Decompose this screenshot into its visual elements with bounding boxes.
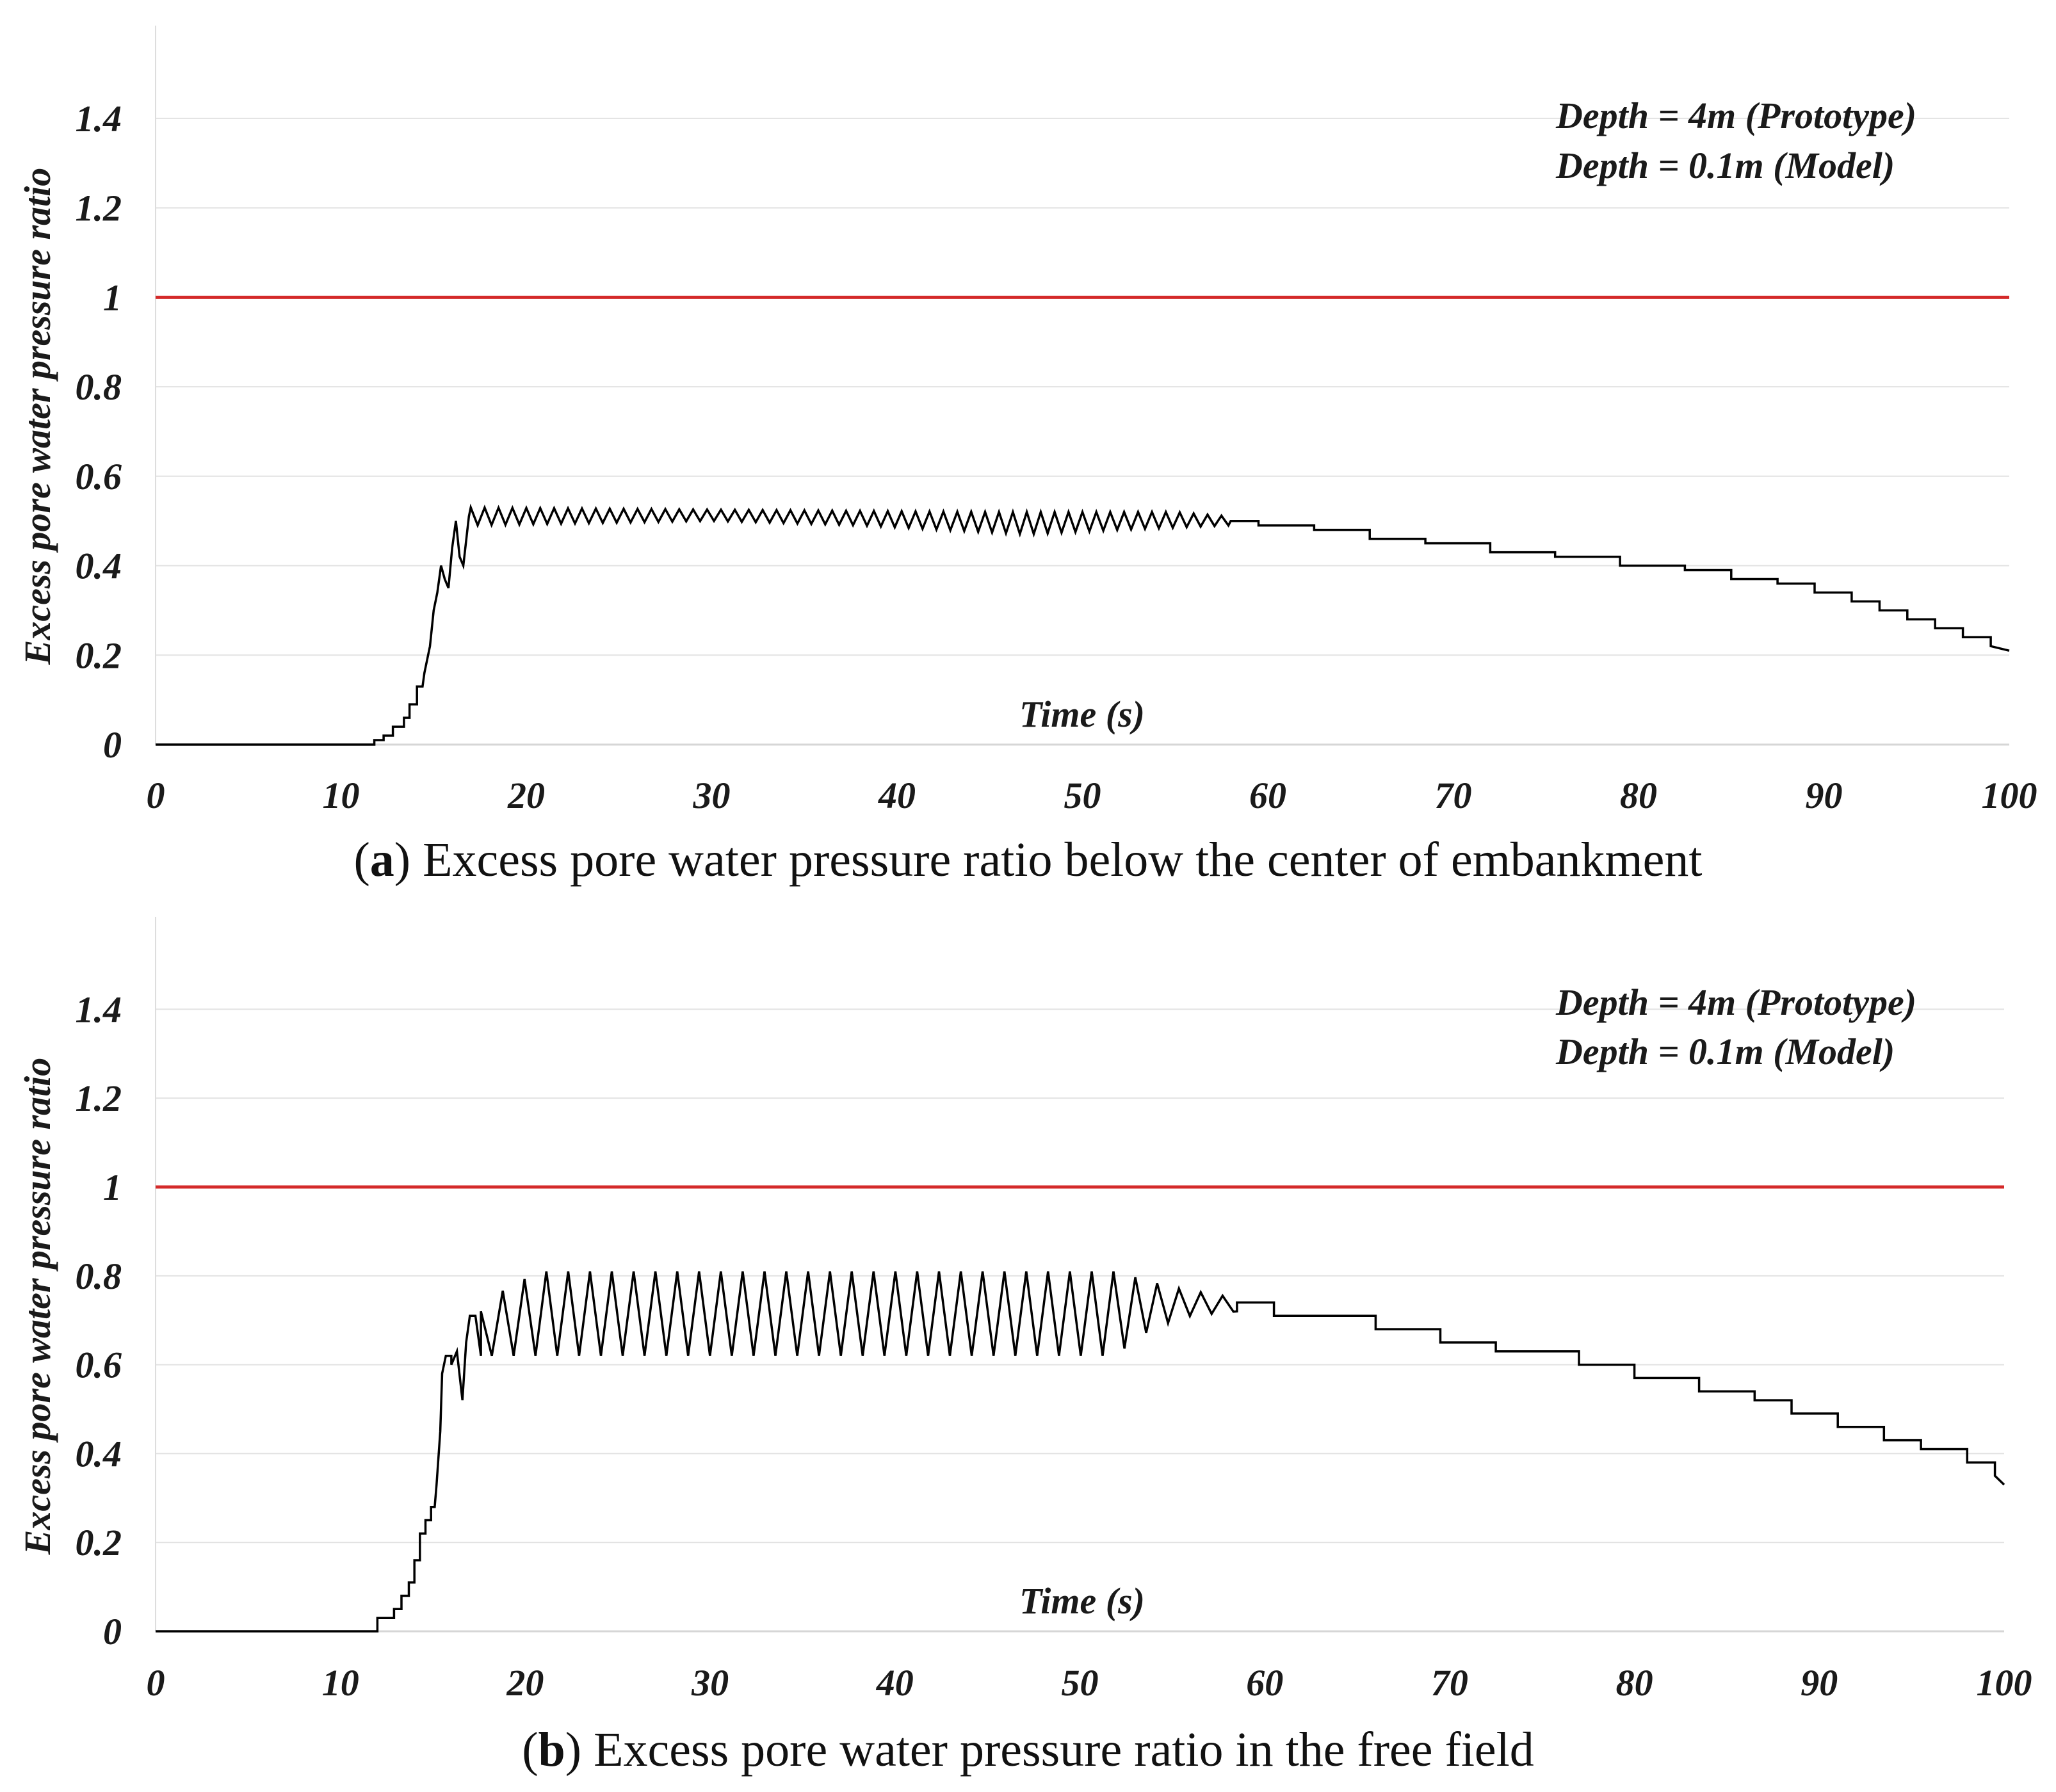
x-tick-label: 50: [1064, 775, 1101, 816]
caption-b-text: ) Excess pore water pressure ratio in th…: [565, 1723, 1534, 1777]
x-tick-label: 60: [1249, 775, 1286, 816]
x-tick-label: 80: [1620, 775, 1657, 816]
y-axis-title: Excess pore water pressure ratio: [17, 168, 58, 666]
chart-b-svg: 0 0.2 0.4 0.6 0.8 1 1.2 1.4 0 10 20 30 40 50 60 70 80 90 1…: [17, 917, 2032, 1704]
y-tick-label: 1.4: [76, 98, 122, 140]
x-tick-label: 20: [506, 1662, 544, 1704]
depth-annotation: Depth = 4m (Prototype): [1555, 95, 1916, 136]
x-tick-label: 100: [1982, 775, 2037, 816]
y-tick-label: 0.8: [76, 1255, 122, 1297]
depth-annotation: Depth = 0.1m (Model): [1555, 1031, 1895, 1072]
y-tick-label: 1.2: [76, 1078, 122, 1119]
x-tick-label: 30: [693, 775, 731, 816]
caption-a-text: ) Excess pore water pressure ratio below…: [394, 833, 1703, 887]
data-series-line: [156, 1271, 2005, 1633]
y-tick-label: 1: [103, 277, 122, 318]
x-tick-label: 0: [147, 1662, 165, 1704]
caption-a: (a) Excess pore water pressure ratio bel…: [353, 833, 1703, 887]
y-tick-label: 0.2: [76, 634, 122, 676]
x-tick-label: 0: [147, 775, 165, 816]
depth-annotation: Depth = 0.1m (Model): [1555, 145, 1895, 186]
y-tick-label: 0.2: [76, 1522, 122, 1563]
x-axis-title: Time (s): [1019, 1580, 1145, 1622]
x-tick-label: 90: [1801, 1662, 1838, 1704]
y-tick-label: 1.4: [76, 989, 122, 1030]
x-tick-label: 50: [1062, 1662, 1099, 1704]
chart-panel-a: 0 0.2 0.4 0.6 0.8 1 1.2 1.4 0 10 20 30 40 50 60 70 80 90 1…: [17, 26, 2037, 887]
y-tick-label: 0: [103, 724, 122, 766]
x-tick-label: 10: [323, 775, 360, 816]
chart-panel-b: 0 0.2 0.4 0.6 0.8 1 1.2 1.4 0 10 20 30 40 50 60 70 80 90 1…: [0, 896, 2056, 1792]
x-tick-label: 80: [1616, 1662, 1653, 1704]
y-tick-label: 0.4: [76, 1433, 122, 1474]
y-tick-label: 0.8: [76, 366, 122, 408]
x-tick-label: 30: [691, 1662, 729, 1704]
x-tick-label: 60: [1246, 1662, 1283, 1704]
y-tick-label: 0.4: [76, 545, 122, 587]
caption-b: (b) Excess pore water pressure ratio in …: [522, 1723, 1534, 1777]
y-tick-label: 0.6: [76, 456, 122, 497]
y-tick-label: 0.6: [76, 1344, 122, 1386]
x-tick-label: 70: [1435, 775, 1472, 816]
x-tick-label: 90: [1806, 775, 1843, 816]
caption-a-letter: a: [369, 833, 394, 887]
y-tick-label: 1.2: [76, 188, 122, 229]
x-axis-title: Time (s): [1019, 693, 1145, 735]
data-series-line: [156, 503, 2010, 746]
x-tick-label: 40: [876, 1662, 914, 1704]
chart-a-svg: 0 0.2 0.4 0.6 0.8 1 1.2 1.4 0 10 20 30 40 50 60 70 80 90 1…: [17, 26, 2037, 816]
x-tick-label: 20: [507, 775, 545, 816]
x-tick-label: 10: [322, 1662, 359, 1704]
depth-annotation: Depth = 4m (Prototype): [1555, 981, 1916, 1023]
y-tick-label: 1: [103, 1166, 122, 1208]
y-axis-title: Excess pore water pressure ratio: [17, 1058, 58, 1556]
y-tick-label: 0: [103, 1611, 122, 1652]
x-tick-label: 40: [878, 775, 916, 816]
x-tick-label: 100: [1977, 1662, 2032, 1704]
x-tick-label: 70: [1431, 1662, 1468, 1704]
caption-b-letter: b: [538, 1723, 565, 1777]
